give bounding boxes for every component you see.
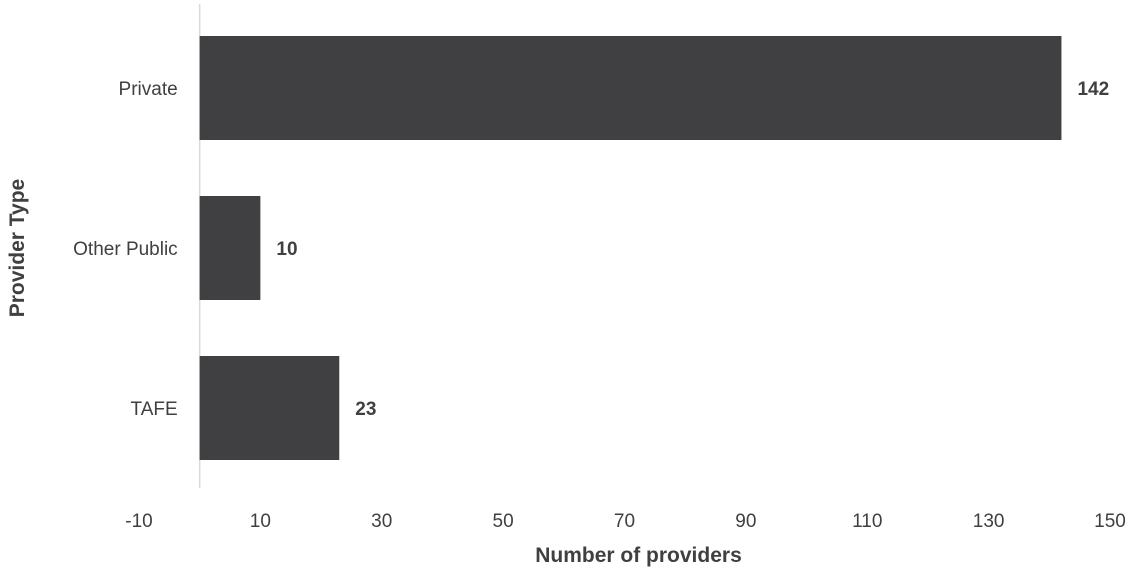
data-label: 23 (355, 399, 376, 420)
x-tick-label: 10 (250, 511, 271, 532)
x-tick-label: 90 (735, 511, 756, 532)
x-axis-title: Number of providers (535, 544, 742, 567)
bars (199, 36, 1062, 460)
x-tick-label: 150 (1094, 511, 1126, 532)
x-tick-label: 70 (614, 511, 635, 532)
y-axis-title: Provider Type (6, 179, 29, 318)
data-label: 142 (1077, 79, 1109, 100)
x-tick-label: 30 (371, 511, 392, 532)
x-tick-label: -10 (125, 511, 152, 532)
category-label: TAFE (131, 399, 178, 420)
category-label: Private (119, 79, 178, 100)
data-labels: 142 10 23 (276, 79, 1109, 420)
bar (199, 356, 340, 460)
x-tick-label: 50 (493, 511, 514, 532)
bar (199, 36, 1062, 140)
category-label: Other Public (73, 239, 178, 260)
bar (199, 196, 261, 300)
x-tick-label: 130 (973, 511, 1005, 532)
x-tick-label: 110 (852, 511, 882, 532)
x-tick-labels: -10 10 30 50 70 90 110 130 150 (125, 511, 1126, 532)
category-labels: Private Other Public TAFE (73, 79, 178, 420)
data-label: 10 (276, 239, 297, 260)
